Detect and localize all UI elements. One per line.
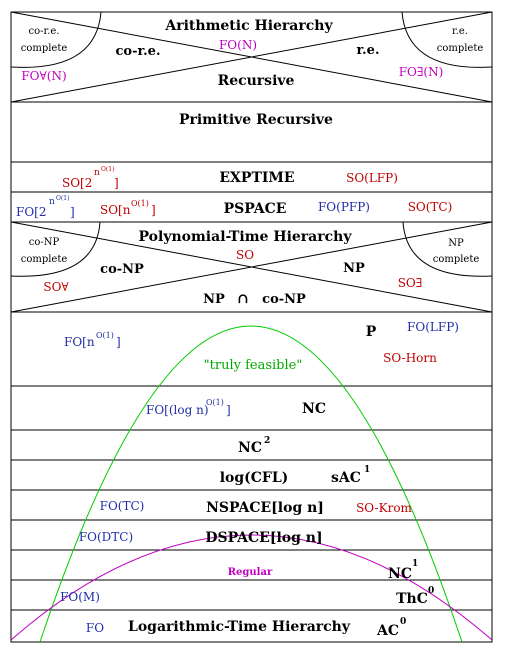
so-exists-label: SO∃ [398,276,423,290]
fo-2-label: FO[2 [16,205,46,219]
re-complete-label: r.e. [452,26,468,37]
core-complete-label-2: complete [21,43,68,54]
so-lfp-label: SO(LFP) [346,171,398,185]
ph-title: Polynomial-Time Hierarchy [139,229,353,245]
so-2-close: ] [114,176,119,190]
fo-lfp-label: FO(LFP) [407,320,459,334]
nc1-title: NC [388,566,412,582]
nc2-title: NC [238,440,262,456]
so-2-exp2: O(1) [101,166,114,173]
so-krom-label: SO-Krom [356,501,412,515]
so-2-exp: n [94,168,100,178]
np-complete-label: NP [448,238,464,249]
ac0-title: AC [376,623,399,639]
so-n-exp: O(1) [131,199,149,208]
exptime-title: EXPTIME [219,170,294,186]
fo-n-poly-exp: O(1) [96,331,114,340]
so-2-label: SO[2 [62,176,92,190]
fo-log-exp: O(1) [206,398,224,407]
nc-title: NC [302,401,326,417]
outer-frame [10,11,493,643]
fo-exists-n-label: FO∃(N) [399,65,444,79]
so-horn-label: SO-Horn [383,351,437,365]
np-complete-label-2: complete [433,254,480,265]
so-forall-label: SO∀ [43,280,69,294]
conp-label: co-NP [100,262,144,277]
sac1-label: sAC [331,470,361,486]
pspace-title: PSPACE [224,201,287,217]
fo-m-label: FO(M) [60,590,100,604]
conp2-label: co-NP [262,292,306,307]
fo-n-label: FO(N) [219,38,257,52]
nc2-sup: 2 [264,436,270,446]
core-label: co-r.e. [116,44,161,59]
fo-2-exp2: O(1) [56,195,69,202]
fo-2-exp: n [49,197,55,207]
re-complete-label-2: complete [437,43,484,54]
fo-label: FO [86,621,104,635]
cap-symbol: ∩ [237,291,249,307]
logcfl-title: log(CFL) [220,470,289,486]
truly-feasible-label: "truly feasible" [204,358,303,373]
ph-left-arc [10,221,101,277]
so-n-close: ] [151,203,156,217]
thc0-sup: 0 [428,586,434,596]
sac1-sup: 1 [364,465,370,475]
re-label: r.e. [357,43,380,58]
fo-n-poly-label: FO[n [64,335,95,349]
nc1-sup: 1 [412,559,418,569]
fo-log-label: FO[(log n) [146,403,209,417]
fo-pfp-label: FO(PFP) [318,200,370,214]
recursive-label: Recursive [218,73,295,89]
dspace-title: DSPACE[log n] [205,530,322,546]
arith-left-arc [10,11,102,68]
np-cap-label: NP [203,292,225,307]
fo-tc-label: FO(TC) [100,499,145,513]
so-tc-label: SO(TC) [408,200,453,214]
regular-curve [10,534,493,641]
ac0-sup: 0 [400,617,406,627]
core-complete-label: co-r.e. [29,26,60,37]
arith-title: Arithmetic Hierarchy [164,18,333,34]
fo-dtc-label: FO(DTC) [79,530,133,544]
arith-right-arc [401,11,493,68]
fo-n-poly-close: ] [116,335,121,349]
prim-rec-title: Primitive Recursive [179,112,333,128]
feasible-curve [39,325,463,643]
fo-2-close: ] [70,205,75,219]
so-n-label: SO[n [100,203,131,217]
ph-right-arc [402,221,493,277]
ph-diagonal-2 [10,221,493,313]
so-label: SO [236,248,254,262]
conp-complete-label: co-NP [29,237,60,248]
thc0-title: ThC [396,591,428,607]
arith-diagonal-2 [10,11,493,103]
nspace-title: NSPACE[log n] [206,500,324,516]
fo-forall-n-label: FO∀(N) [21,69,66,83]
regular-label: Regular [228,567,273,578]
conp-complete-label-2: complete [21,254,68,265]
lh-title: Logarithmic-Time Hierarchy [128,619,351,635]
np-label: NP [343,261,365,276]
p-title: P [366,324,377,340]
fo-log-close: ] [226,403,231,417]
